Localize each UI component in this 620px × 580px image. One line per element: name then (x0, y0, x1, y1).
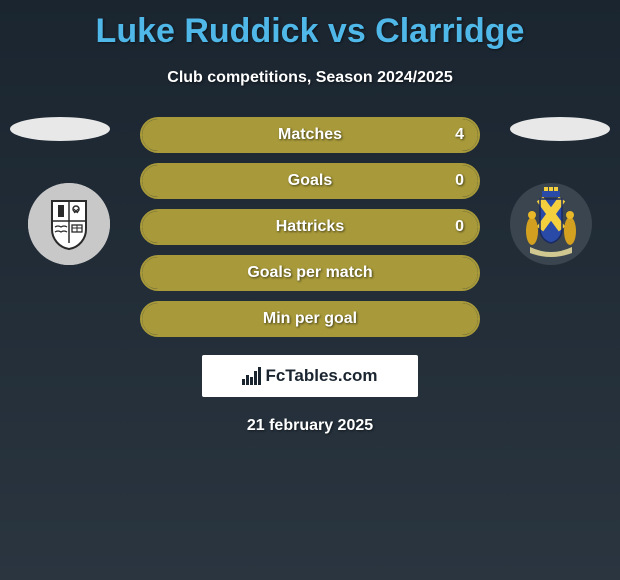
source-logo: FcTables.com (202, 355, 418, 397)
stat-label: Matches (278, 126, 342, 144)
stat-bar-matches: Matches 4 (140, 117, 480, 153)
page-title: Luke Ruddick vs Clarridge (0, 0, 620, 51)
player-right-placeholder (510, 117, 610, 141)
stat-bar-hattricks: Hattricks 0 (140, 209, 480, 245)
stat-value: 0 (455, 172, 464, 190)
stat-value: 0 (455, 218, 464, 236)
stat-label: Goals per match (247, 264, 372, 282)
stat-bar-goals: Goals 0 (140, 163, 480, 199)
stat-label: Goals (288, 172, 332, 190)
crest-left (28, 183, 110, 265)
bar-chart-icon (242, 367, 261, 385)
comparison-panel: Matches 4 Goals 0 Hattricks 0 Goals per … (0, 117, 620, 435)
stat-label: Min per goal (263, 310, 357, 328)
stat-bar-min-per-goal: Min per goal (140, 301, 480, 337)
player-left-placeholder (10, 117, 110, 141)
logo-text: FcTables.com (265, 366, 377, 386)
crest-right (510, 183, 592, 265)
subtitle: Club competitions, Season 2024/2025 (0, 69, 620, 87)
stat-bar-goals-per-match: Goals per match (140, 255, 480, 291)
date-label: 21 february 2025 (0, 417, 620, 435)
stat-bars: Matches 4 Goals 0 Hattricks 0 Goals per … (140, 117, 480, 337)
stat-label: Hattricks (276, 218, 344, 236)
stat-value: 4 (455, 126, 464, 144)
